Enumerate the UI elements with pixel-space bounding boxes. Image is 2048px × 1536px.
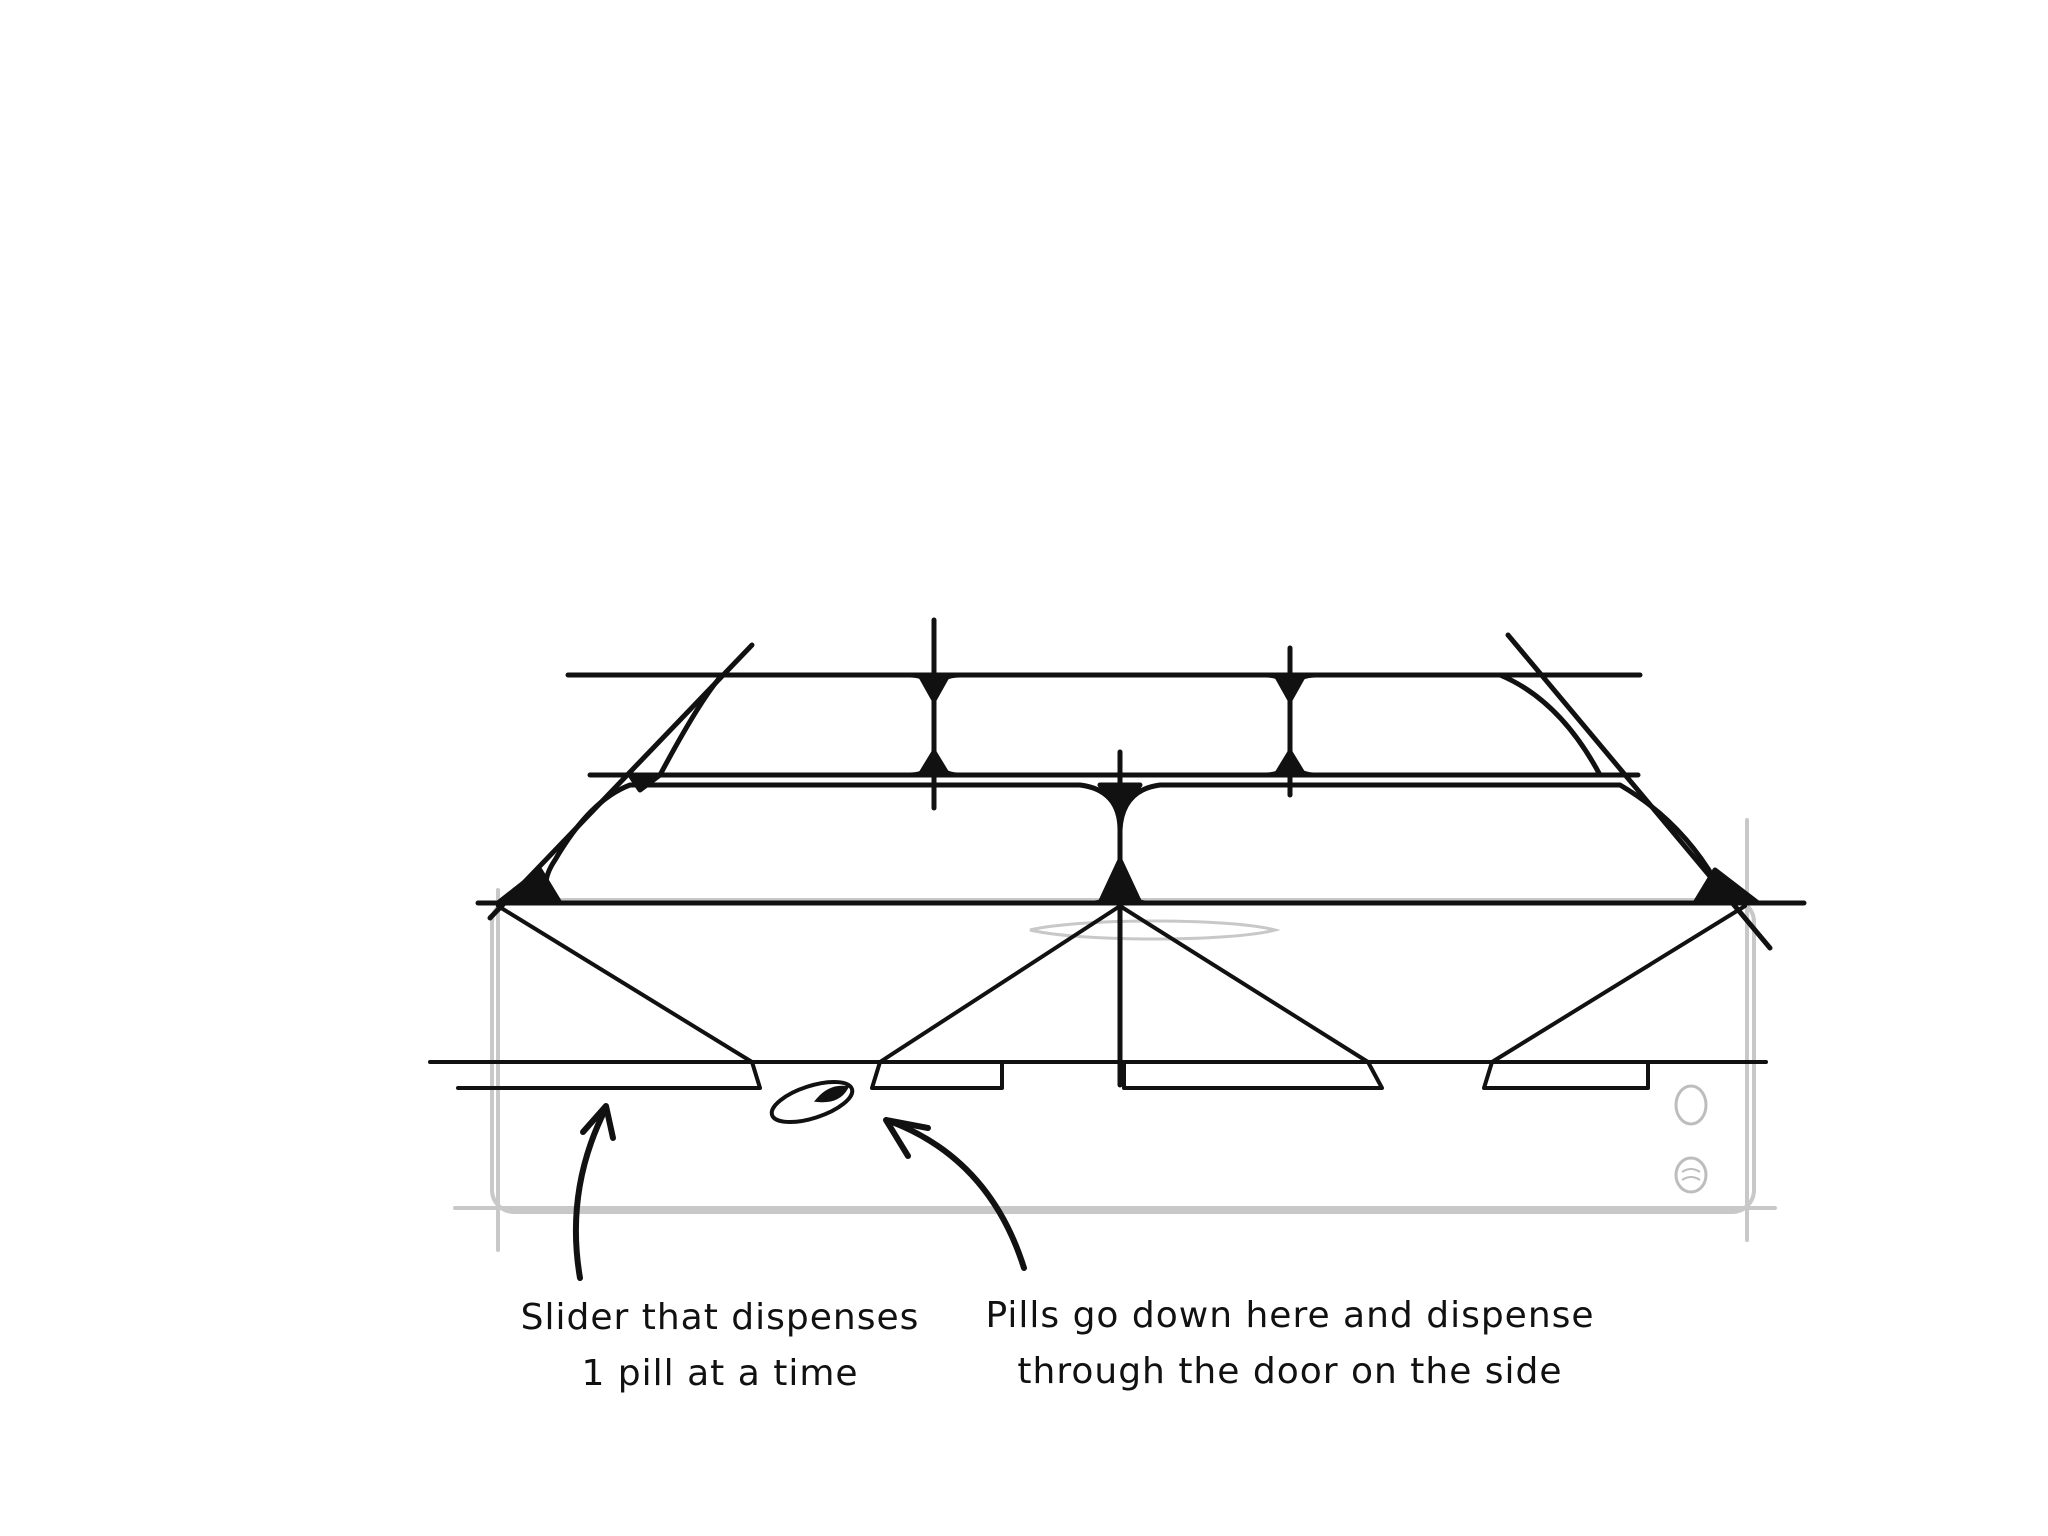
arrow-to-slider-icon <box>572 1107 608 1281</box>
slider-middle-right-segment <box>1122 1060 1384 1090</box>
slider-middle-left-segment <box>870 1060 1004 1090</box>
button-upper <box>1674 1084 1708 1126</box>
slider-annotation-line1: Slider that dispenses <box>520 1297 920 1338</box>
arrow-to-opening-head <box>883 1117 931 1159</box>
web-right-lower <box>1692 867 1761 906</box>
slider-right-segment <box>1482 1060 1650 1090</box>
slider-mechanism <box>428 1060 1768 1090</box>
compartment-top-middle <box>931 672 1293 778</box>
button-lower <box>1674 1156 1708 1194</box>
pill-icon <box>769 1079 855 1125</box>
compartment-top-left <box>657 672 937 778</box>
web-top-1 <box>917 672 951 703</box>
web-left-lower <box>495 867 563 906</box>
pills-annotation: Pills go down here and dispense through … <box>980 1288 1600 1400</box>
web-center-lower <box>1097 857 1143 906</box>
pills-annotation-line2: through the door on the side <box>1017 1351 1563 1392</box>
pill-compartments <box>475 617 1807 1088</box>
web-top-4 <box>1273 749 1307 778</box>
funnel-lines <box>496 904 1747 1064</box>
compartment-bottom-left <box>543 782 1123 906</box>
web-top-2 <box>917 749 951 778</box>
arrow-to-opening-icon <box>889 1119 1027 1271</box>
side-door-buttons <box>1674 1084 1708 1194</box>
compartment-bottom-right <box>1117 782 1718 906</box>
slider-left-segment <box>456 1060 762 1090</box>
pills-annotation-line1: Pills go down here and dispense <box>985 1295 1595 1336</box>
web-center-upper <box>1097 782 1143 813</box>
web-left-upper <box>627 772 663 793</box>
web-top-3 <box>1273 672 1307 703</box>
arrows <box>572 1103 1027 1281</box>
arrow-to-slider-head <box>580 1103 616 1141</box>
slider-annotation-line2: 1 pill at a time <box>581 1353 859 1394</box>
slider-annotation: Slider that dispenses 1 pill at a time <box>500 1290 940 1402</box>
